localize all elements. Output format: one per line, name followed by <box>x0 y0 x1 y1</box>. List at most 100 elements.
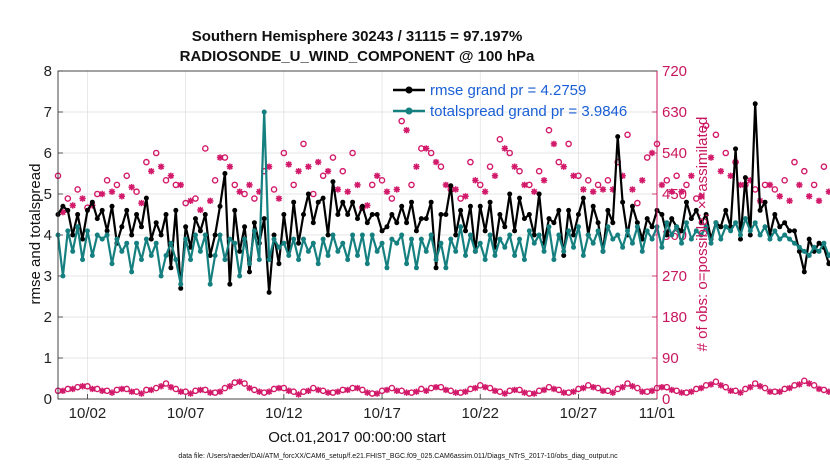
obs-possible-marker <box>270 186 278 193</box>
obs-assimilated-marker <box>462 193 469 200</box>
rmse-point <box>507 191 513 197</box>
rmse-point <box>364 220 370 226</box>
obs-assimilated-marker <box>717 168 725 175</box>
obs-assimilated-marker <box>98 387 106 394</box>
rmse-point <box>428 199 434 205</box>
obs-possible-marker <box>486 163 494 170</box>
obs-assimilated-marker <box>128 388 135 395</box>
obs-assimilated-marker <box>59 387 67 394</box>
totalspread-point <box>109 261 115 267</box>
obs-assimilated-marker <box>511 386 518 394</box>
totalspread-point <box>639 248 645 254</box>
obs-possible-marker <box>162 380 170 387</box>
x-tick-label: 10/17 <box>363 405 401 422</box>
obs-possible-marker <box>800 377 808 385</box>
obs-assimilated-marker <box>442 386 450 394</box>
totalspread-point <box>453 248 459 254</box>
totalspread-point <box>521 257 527 263</box>
totalspread-point <box>463 253 469 258</box>
obs-assimilated-marker <box>786 197 793 205</box>
totalspread-point <box>526 228 532 234</box>
rmse-point <box>512 228 518 234</box>
obs-assimilated-marker <box>629 186 636 193</box>
legend-entry-rmse: rmse grand pr = 4.2759 <box>393 82 586 99</box>
obs-assimilated-marker <box>688 388 695 395</box>
rmse-point <box>222 171 228 176</box>
rmse-point <box>575 212 581 217</box>
rmse-point <box>782 220 788 226</box>
obs-possible-marker <box>643 154 651 161</box>
rmse-point <box>693 207 699 213</box>
left-tick-label: 6 <box>44 145 52 162</box>
rmse-point <box>315 199 321 205</box>
rmse-point <box>418 216 424 222</box>
rmse-point <box>335 212 341 217</box>
rmse-point <box>389 212 395 217</box>
totalspread-point <box>497 236 503 242</box>
totalspread-point <box>772 228 778 234</box>
rmse-point <box>394 220 400 226</box>
totalspread-point <box>477 240 483 246</box>
obs-assimilated-marker <box>756 383 764 390</box>
obs-possible-marker <box>339 167 347 175</box>
obs-possible-marker <box>290 181 297 189</box>
rmse-point <box>84 207 90 213</box>
obs-assimilated-marker <box>207 197 214 205</box>
totalspread-point <box>413 265 419 271</box>
totalspread-point <box>246 261 252 267</box>
obs-assimilated-marker <box>187 197 194 205</box>
totalspread-point <box>679 240 685 246</box>
obs-assimilated-marker <box>707 154 715 161</box>
rmse-point <box>75 212 81 217</box>
rmse-point <box>787 228 793 234</box>
obs-assimilated-marker <box>570 172 577 179</box>
totalspread-point <box>777 236 783 242</box>
obs-possible-marker <box>192 387 199 395</box>
obs-possible-marker <box>722 149 730 157</box>
totalspread-point <box>644 228 650 234</box>
rmse-point <box>762 199 768 205</box>
obs-possible-marker <box>496 136 504 143</box>
rmse-point <box>595 220 601 226</box>
rmse-point <box>826 261 830 267</box>
totalspread-point <box>757 232 763 238</box>
totalspread-point <box>178 281 184 287</box>
obs-possible-marker <box>143 158 150 166</box>
totalspread-point <box>752 220 758 226</box>
totalspread-point <box>305 248 311 254</box>
obs-possible-marker <box>565 140 572 148</box>
obs-assimilated-marker <box>540 386 548 394</box>
obs-possible-marker <box>506 149 514 157</box>
obs-assimilated-marker <box>108 389 116 396</box>
obs-possible-marker <box>251 195 258 202</box>
rmse-point <box>590 203 596 209</box>
obs-assimilated-marker <box>423 145 430 152</box>
rmse-point <box>242 224 248 230</box>
obs-assimilated-marker <box>589 188 597 195</box>
x-tick-label: 10/22 <box>461 405 499 422</box>
totalspread-point <box>571 244 577 250</box>
totalspread-point <box>251 228 257 234</box>
rmse-point <box>409 199 415 205</box>
obs-possible-marker <box>535 387 543 395</box>
totalspread-point <box>811 244 817 250</box>
left-tick-label: 2 <box>44 309 52 326</box>
rmse-point <box>757 207 763 213</box>
totalspread-point <box>65 228 71 234</box>
obs-assimilated-marker <box>59 209 67 216</box>
obs-assimilated-marker <box>295 391 302 398</box>
obs-possible-marker <box>467 385 474 393</box>
obs-assimilated-marker <box>69 202 76 209</box>
rmse-point <box>487 199 493 205</box>
totalspread-point <box>492 253 498 258</box>
rmse-point <box>70 232 76 238</box>
rmse-point <box>207 253 213 258</box>
totalspread-point <box>286 253 292 258</box>
rmse-point <box>463 228 469 234</box>
totalspread-point <box>467 232 473 238</box>
obs-possible-marker <box>319 172 327 180</box>
rmse-point <box>320 195 326 201</box>
obs-possible-marker <box>791 158 798 166</box>
totalspread-point <box>364 261 370 267</box>
rmse-point <box>747 232 753 238</box>
